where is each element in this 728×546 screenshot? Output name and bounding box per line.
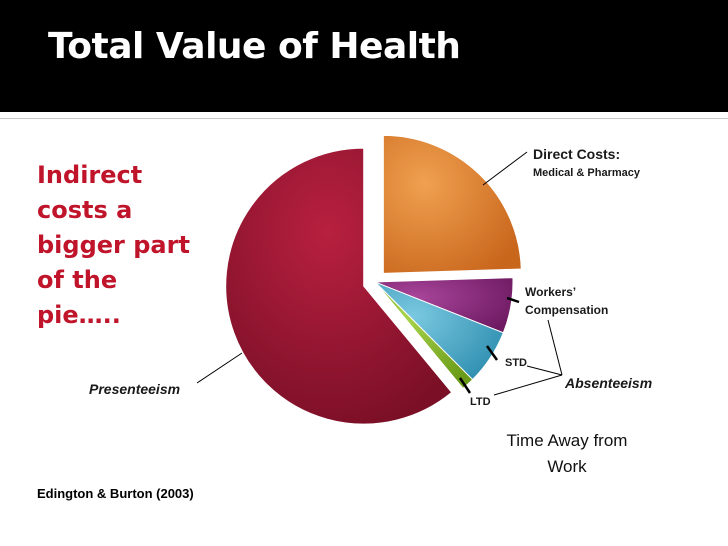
label-workers-1: Workers’ [525,285,576,299]
label-presenteeism: Presenteeism [89,381,180,397]
bracket-line-std [526,365,563,376]
label-workers-2: Compensation [525,303,608,317]
side-caption-line: of the [37,266,118,294]
side-caption-line: bigger part [37,231,190,259]
leader-line-direct [482,151,528,186]
slice-presenteeism [225,147,453,425]
leader-line-workers [506,296,520,304]
label-ltd: LTD [470,396,491,408]
label-time-away-1: Time Away from [507,431,628,450]
label-std: STD [505,357,527,369]
slice-ltd [374,281,474,390]
bracket-line-ltd [493,374,563,396]
side-caption-line: Indirect [37,161,143,189]
leader-line-std [485,345,499,361]
pie-slices [225,134,522,425]
leader-line-ltd [458,377,472,394]
divider-line [0,118,728,119]
title-bar [0,0,728,112]
label-time-away-2: Work [547,457,587,476]
label-direct-costs: Direct Costs: [533,146,620,162]
bracket-line-workers [547,319,563,376]
side-caption: Indirect costs a bigger part of the pie…… [37,158,197,333]
citation: Edington & Burton (2003) [37,486,194,501]
slice-direct-costs [382,134,522,274]
leader-line-presenteeism [196,352,243,384]
side-caption-line: pie….. [37,301,121,329]
side-caption-line: costs a [37,196,133,224]
slide-title: Total Value of Health [48,26,461,67]
label-absenteeism: Absenteeism [564,375,652,391]
label-direct-sub: Medical & Pharmacy [533,167,641,179]
